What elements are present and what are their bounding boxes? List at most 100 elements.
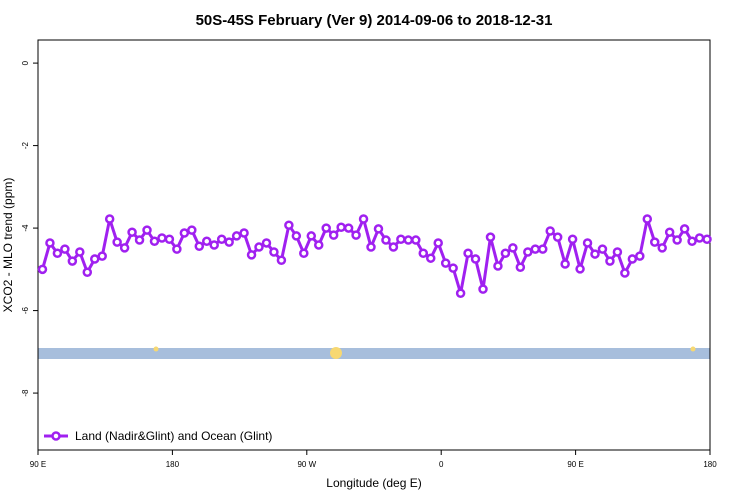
- ocean-strip: [38, 348, 710, 359]
- y-tick-label: -2: [21, 141, 30, 149]
- x-tick-label: 90 E: [567, 460, 583, 469]
- y-tick-label: -6: [21, 306, 30, 314]
- data-point: [231, 231, 242, 241]
- data-point: [45, 238, 55, 248]
- data-point: [560, 259, 570, 269]
- data-point: [433, 238, 443, 248]
- data-point: [194, 241, 205, 251]
- data-point: [201, 236, 212, 247]
- legend-label: Land (Nadir&Glint) and Ocean (Glint): [75, 429, 272, 443]
- data-point: [649, 237, 660, 247]
- data-point: [463, 248, 473, 258]
- data-point: [291, 231, 302, 241]
- data-point: [381, 235, 391, 245]
- data-point: [239, 228, 249, 238]
- data-point: [657, 243, 667, 253]
- data-point: [411, 235, 421, 245]
- data-point: [224, 237, 234, 247]
- data-point: [620, 268, 630, 278]
- data-point: [60, 244, 70, 254]
- data-point: [373, 224, 384, 234]
- data-point: [515, 262, 526, 273]
- data-point: [142, 225, 152, 235]
- data-point: [523, 247, 533, 257]
- data-point: [478, 284, 488, 294]
- data-point: [216, 234, 227, 244]
- data-point: [537, 244, 548, 254]
- data-point: [396, 234, 406, 244]
- data-point: [52, 248, 63, 258]
- data-point: [187, 225, 197, 235]
- data-point: [500, 248, 511, 258]
- data-point: [119, 243, 130, 253]
- data-point: [366, 242, 376, 252]
- data-point: [687, 236, 697, 247]
- data-point: [448, 263, 458, 273]
- data-point: [694, 233, 705, 243]
- data-point: [336, 222, 346, 233]
- x-tick-label: 0: [439, 460, 444, 469]
- data-point: [530, 244, 541, 254]
- data-point: [597, 244, 608, 254]
- data-point: [612, 247, 623, 257]
- data-point: [37, 264, 48, 275]
- data-point: [552, 232, 563, 242]
- data-point: [582, 238, 593, 248]
- data-point: [299, 248, 309, 258]
- y-tick-label: -4: [21, 224, 30, 232]
- land-marker: [690, 346, 696, 352]
- data-point: [343, 223, 354, 233]
- data-point: [672, 235, 682, 245]
- x-tick-label: 90 W: [297, 460, 316, 469]
- data-point: [388, 242, 399, 252]
- x-tick-label: 180: [703, 460, 717, 469]
- data-point: [567, 234, 578, 244]
- data-point: [104, 214, 115, 224]
- data-point: [67, 256, 78, 266]
- data-point: [679, 224, 690, 234]
- data-point: [321, 223, 331, 233]
- data-point: [418, 248, 429, 258]
- data-point: [89, 254, 100, 264]
- data-point: [254, 242, 264, 252]
- data-point: [209, 240, 219, 250]
- data-point: [485, 232, 496, 242]
- x-tick-label: 90 E: [30, 460, 46, 469]
- data-point: [590, 249, 600, 259]
- x-axis-label: Longitude (deg E): [326, 476, 421, 490]
- data-point: [127, 227, 137, 237]
- data-point: [313, 240, 324, 250]
- data-point: [75, 247, 85, 257]
- data-point: [605, 256, 615, 266]
- legend-marker: [51, 431, 61, 441]
- data-point: [493, 261, 503, 271]
- data-point: [702, 234, 712, 244]
- data-point: [440, 258, 451, 268]
- data-point: [157, 233, 167, 243]
- data-point: [179, 228, 190, 238]
- data-point: [575, 264, 585, 274]
- data-point: [664, 227, 675, 237]
- data-point: [455, 288, 466, 299]
- data-point: [545, 226, 555, 236]
- data-point: [351, 230, 361, 240]
- data-point: [97, 251, 107, 261]
- plot-frame: [37, 39, 711, 451]
- y-axis-label: XCO2 - MLO trend (ppm): [1, 178, 15, 313]
- data-point: [172, 244, 182, 254]
- data-point: [164, 234, 175, 244]
- data-point: [642, 214, 653, 224]
- data-point: [470, 254, 481, 264]
- data-point: [508, 243, 518, 253]
- x-tick-label: 180: [166, 460, 180, 469]
- land-marker: [330, 347, 342, 359]
- data-point: [261, 238, 272, 248]
- data-point: [627, 254, 638, 264]
- data-point: [358, 214, 369, 224]
- y-tick-label: -8: [21, 389, 30, 397]
- data-point: [246, 250, 257, 260]
- data-point: [328, 230, 339, 240]
- data-point: [112, 237, 122, 247]
